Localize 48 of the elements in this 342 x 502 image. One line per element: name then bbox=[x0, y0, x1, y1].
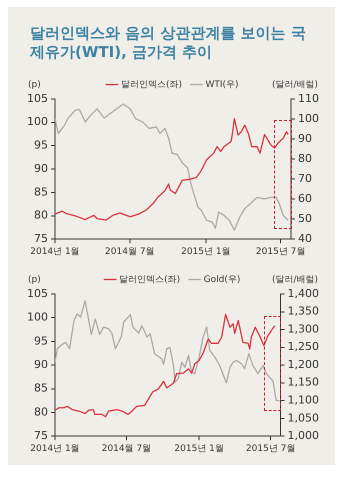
y2-tick-label: 1,300 bbox=[288, 322, 320, 336]
x-tick-label: 2015년 1월 bbox=[174, 444, 224, 454]
y2-tick-label: 70 bbox=[298, 172, 312, 185]
y-tick-label: 80 bbox=[34, 208, 48, 222]
y-tick-label: 100 bbox=[26, 310, 48, 324]
y-tick-label: 75 bbox=[34, 429, 48, 442]
legend-label: Gold(우) bbox=[204, 274, 240, 285]
y-tick-label: 85 bbox=[34, 382, 48, 395]
y2-tick-label: 1,150 bbox=[288, 376, 320, 389]
y2-tick-label: 40 bbox=[298, 232, 312, 246]
y2-axis-title: (달러/배럴) bbox=[272, 80, 318, 90]
y-tick-label: 90 bbox=[34, 162, 48, 175]
legend-label: WTI(우) bbox=[205, 80, 239, 90]
y-tick-label: 105 bbox=[26, 92, 48, 105]
y-tick-label: 75 bbox=[34, 232, 48, 246]
y2-axis-title: (달러/배럴) bbox=[272, 274, 318, 285]
x-tick-label: 2014월 7월 bbox=[105, 246, 155, 257]
y2-tick-label: 110 bbox=[298, 92, 320, 105]
y2-tick-label: 90 bbox=[298, 132, 312, 145]
x-tick-label: 2014년 1월 bbox=[30, 246, 80, 257]
y-axis-title: (p) bbox=[28, 274, 41, 285]
y2-tick-label: 60 bbox=[298, 192, 312, 205]
y2-tick-label: 1,250 bbox=[288, 340, 320, 354]
y-tick-label: 95 bbox=[34, 138, 48, 152]
y2-tick-label: 80 bbox=[298, 152, 312, 165]
y2-tick-label: 1,400 bbox=[288, 286, 320, 300]
legend-label: 달러인덱스(좌) bbox=[120, 80, 182, 90]
x-tick-label: 2014년 1월 bbox=[30, 444, 80, 454]
y-axis-title: (p) bbox=[28, 80, 41, 90]
y2-tick-label: 100 bbox=[298, 112, 320, 125]
y-tick-label: 95 bbox=[34, 334, 48, 348]
y2-tick-label: 1,000 bbox=[288, 429, 320, 442]
y2-tick-label: 1,200 bbox=[288, 358, 320, 371]
legend-label: 달러인덱스(좌) bbox=[119, 274, 180, 285]
y-tick-label: 90 bbox=[34, 358, 48, 371]
chart-title: 달러인덱스와 음의 상관관계를 보이는 국제유가(WTI), 금가격 추이 bbox=[30, 24, 307, 62]
y-tick-label: 105 bbox=[26, 286, 48, 300]
y2-tick-label: 1,050 bbox=[288, 411, 320, 424]
y-tick-label: 85 bbox=[34, 185, 48, 198]
y-tick-label: 80 bbox=[34, 405, 48, 418]
y-tick-label: 100 bbox=[26, 115, 48, 128]
y2-tick-label: 1,350 bbox=[288, 304, 320, 318]
x-tick-label: 2015년 1월 bbox=[181, 246, 231, 257]
y2-tick-label: 50 bbox=[298, 212, 312, 226]
x-tick-label: 2015년 7월 bbox=[246, 444, 296, 454]
x-tick-label: 2014월 7월 bbox=[102, 444, 152, 454]
y2-tick-label: 1,100 bbox=[288, 394, 320, 407]
x-tick-label: 2015년 7월 bbox=[256, 246, 306, 257]
